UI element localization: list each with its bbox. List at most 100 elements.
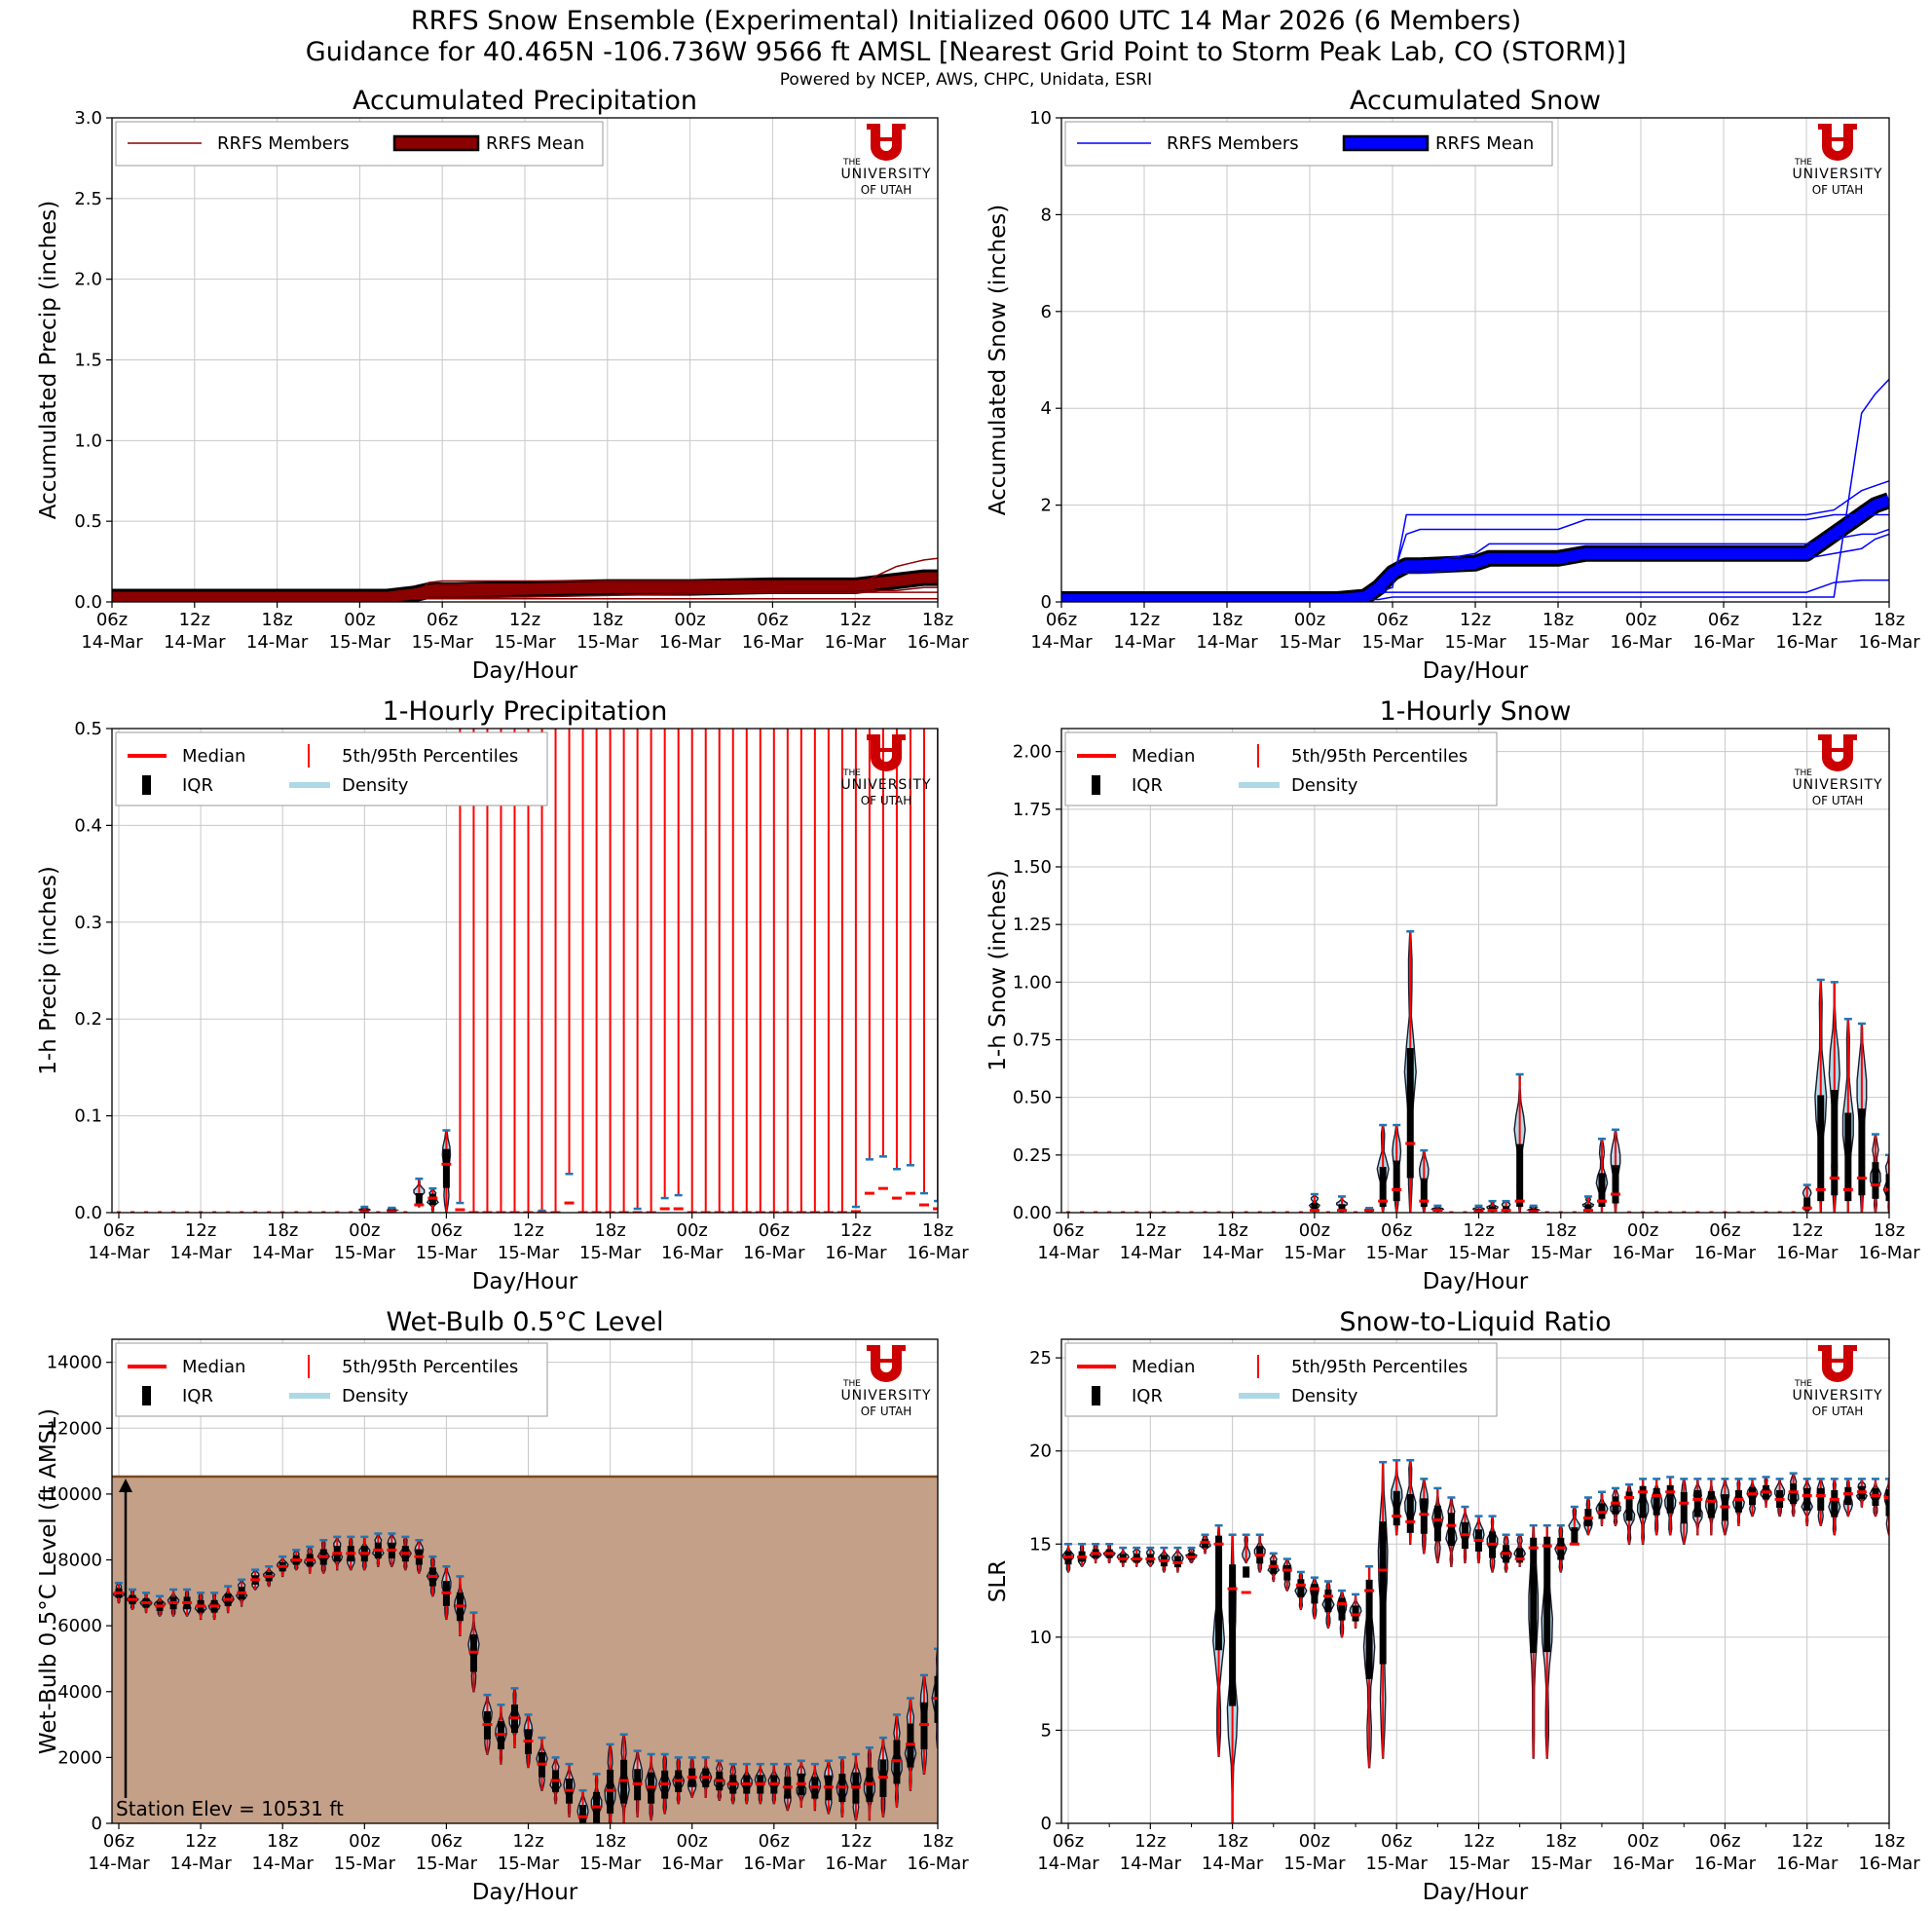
y-tick-label: 20 (1029, 1442, 1052, 1462)
logo-of-utah: OF UTAH (1812, 794, 1864, 807)
violin-iqr-24 (1393, 1490, 1400, 1526)
x-tick-day: 16-Mar (661, 1243, 724, 1263)
x-tick-day: 16-Mar (907, 1854, 969, 1874)
x-tick-hour: 12z (509, 610, 540, 630)
violin-iqr-26 (1420, 1178, 1428, 1208)
utah-u-icon (1818, 734, 1857, 771)
mean-line (112, 572, 938, 602)
legend-mean-swatch (392, 134, 480, 152)
x-tick-day: 15-Mar (412, 632, 474, 653)
x-tick-day: 15-Mar (416, 1243, 478, 1263)
x-tick-hour: 06z (430, 1220, 462, 1241)
member-line-5 (1061, 579, 1889, 601)
legend: Median 5th/95th Percentiles IQR Density (1064, 1342, 1498, 1417)
axes-frame (1060, 728, 1890, 1214)
violins-group (117, 729, 938, 1213)
violin-iqr-40 (1612, 1496, 1619, 1515)
violin-iqr-32 (1503, 1206, 1510, 1212)
y-tick-label: 3.0 (74, 108, 102, 129)
utah-u-bar (1823, 748, 1852, 752)
x-tick-day: 15-Mar (1448, 1854, 1510, 1874)
y-axis-label: 1-h Snow (inches) (985, 870, 1011, 1070)
axes-frame (1060, 1338, 1890, 1824)
legend-percentile-label: 5th/95th Percentiles (342, 1357, 518, 1377)
legend-iqr-label: IQR (1132, 775, 1163, 796)
x-tick-day: 16-Mar (1776, 1243, 1839, 1263)
x-tick-hour: 18z (1874, 1831, 1905, 1852)
y-axis-label: 1-h Precip (inches) (36, 866, 61, 1075)
x-tick-day: 16-Mar (1694, 1243, 1757, 1263)
x-tick-day: 15-Mar (579, 1243, 642, 1263)
violin-iqr-23 (1379, 1521, 1387, 1665)
x-tick-day: 14-Mar (1202, 1854, 1264, 1874)
legend-iqr-label: IQR (1132, 1386, 1163, 1406)
y-tick-label: 0.0 (74, 592, 102, 613)
x-tick-day: 15-Mar (498, 1854, 560, 1874)
violin-iqr-11 (1215, 1535, 1223, 1651)
x-tick-day: 16-Mar (907, 1243, 969, 1263)
utah-u-icon (867, 124, 906, 161)
x-tick-hour: 18z (1211, 610, 1243, 630)
x-tick-day: 14-Mar (1037, 1854, 1099, 1874)
legend: Median 5th/95th Percentiles IQR Density (115, 731, 548, 806)
legend: Median 5th/95th Percentiles IQR Density (1064, 731, 1498, 806)
x-tick-hour: 18z (922, 610, 953, 630)
logo-of-utah: OF UTAH (861, 1405, 912, 1418)
y-tick-label: 4 (1041, 398, 1052, 419)
legend-percentile-label: 5th/95th Percentiles (1291, 1357, 1468, 1377)
x-tick-day: 15-Mar (329, 632, 391, 653)
x-tick-hour: 18z (594, 1831, 625, 1852)
x-tick-hour: 12z (1460, 610, 1491, 630)
violin-iqr-33 (1516, 1143, 1524, 1208)
logo-university: UNIVERSITY (840, 777, 931, 793)
x-tick-day: 16-Mar (1610, 632, 1672, 653)
x-tick-day: 14-Mar (1196, 632, 1258, 653)
y-tick-label: 0.5 (74, 511, 102, 532)
x-tick-hour: 06z (1377, 610, 1408, 630)
logo-the: THE (842, 158, 861, 168)
logo-university: UNIVERSITY (1792, 167, 1882, 182)
x-tick-hour: 12z (1463, 1831, 1494, 1852)
panel-title: Accumulated Precipitation (353, 86, 697, 116)
violins-group (1066, 930, 1889, 1213)
violin-iqr-55 (1817, 1095, 1825, 1202)
violin-iqr-57 (1844, 1486, 1852, 1506)
violin-iqr-34 (579, 1805, 587, 1823)
logo-the: THE (1794, 1379, 1812, 1389)
panel-title: Wet-Bulb 0.5°C Level (386, 1307, 663, 1337)
x-tick-hour: 06z (759, 1831, 790, 1852)
violin-iqr-31 (1489, 1206, 1497, 1212)
member-line-4 (112, 586, 938, 600)
violin-iqr-26 (1420, 1498, 1428, 1534)
x-tick-day: 16-Mar (1858, 632, 1920, 653)
member-line-5 (112, 591, 938, 600)
violin-iqr-19 (1324, 1589, 1332, 1613)
violin-iqr-22 (415, 1192, 423, 1207)
panel-title: 1-Hourly Precipitation (383, 696, 668, 727)
x-tick-day: 16-Mar (659, 632, 722, 653)
x-tick-hour: 12z (1792, 1220, 1823, 1241)
y-tick-label: 1.25 (1013, 915, 1052, 935)
violins-group (1061, 1459, 1889, 1823)
chart-hourly_snow: 0.000.250.500.751.001.251.501.752.0006z1… (985, 696, 1920, 1294)
violin-iqr-22 (1365, 1579, 1373, 1679)
y-tick-label: 0.4 (74, 815, 102, 836)
x-tick-day: 15-Mar (1279, 632, 1341, 653)
legend-density-label: Density (342, 1386, 409, 1406)
x-axis-label: Day/Hour (472, 1880, 578, 1905)
violin-iqr-20 (1338, 1597, 1346, 1621)
violin-iqr-54 (1803, 1487, 1811, 1511)
x-tick-hour: 00z (344, 610, 375, 630)
y-tick-label: 0.50 (1013, 1088, 1052, 1108)
member-line-4 (1061, 533, 1889, 601)
x-tick-hour: 06z (759, 1220, 790, 1241)
x-tick-hour: 12z (840, 1831, 872, 1852)
y-tick-label: 0.75 (1013, 1030, 1052, 1051)
violin-iqr-42 (1639, 1485, 1647, 1518)
x-tick-hour: 06z (96, 610, 128, 630)
y-tick-label: 0 (1041, 592, 1052, 613)
